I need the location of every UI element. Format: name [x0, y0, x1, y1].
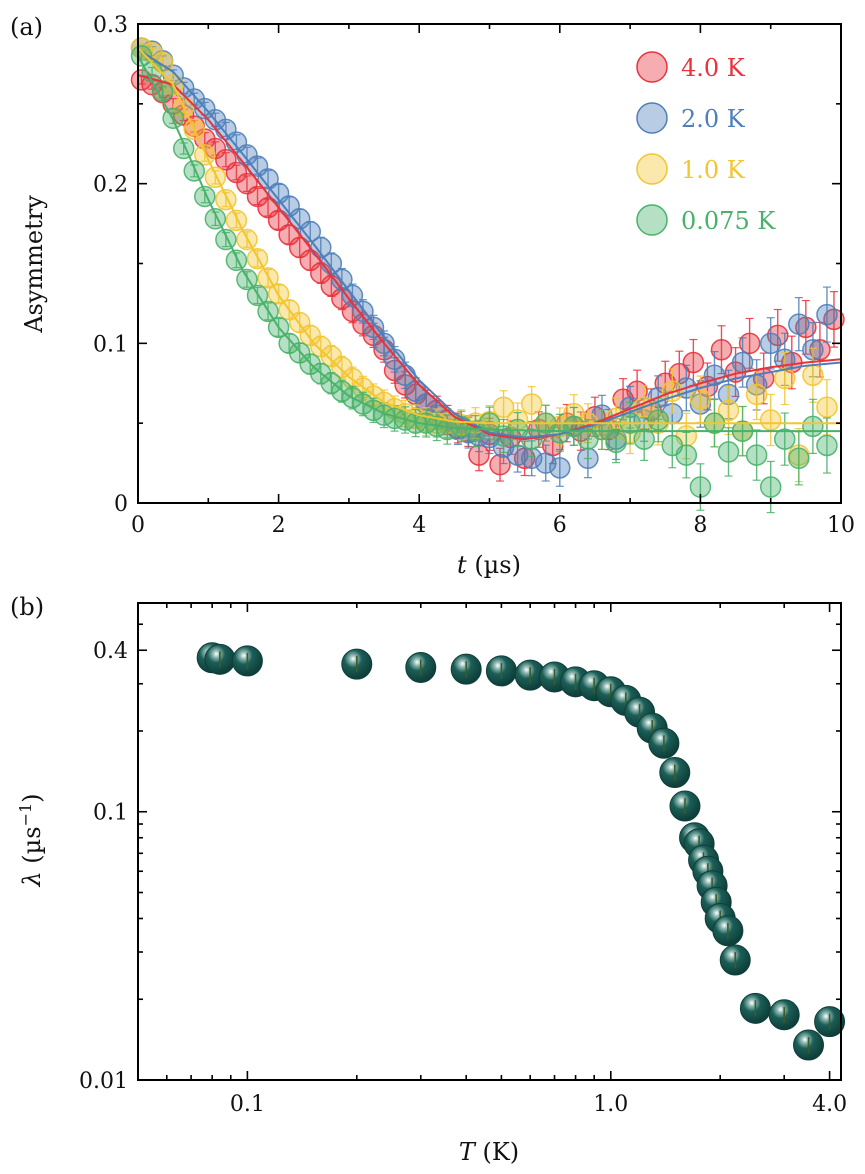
panel-b-data-layer — [196, 642, 846, 1061]
data-point — [759, 476, 782, 498]
fit-line — [137, 74, 842, 441]
data-point — [745, 444, 768, 466]
data-point — [802, 364, 824, 387]
legend-label: 2.0 K — [681, 105, 746, 133]
x-tick-label: 2 — [272, 513, 286, 538]
data-point — [745, 383, 768, 406]
x-tick-label: 4 — [412, 513, 426, 538]
data-point — [130, 45, 153, 67]
data-point — [717, 441, 740, 463]
x-tick-label: 4.0 — [812, 1092, 847, 1117]
fit-line — [137, 55, 841, 433]
data-point — [759, 332, 782, 355]
data-point — [489, 453, 511, 476]
y-tick-label: 0.2 — [93, 173, 128, 198]
legend-marker — [636, 204, 668, 236]
data-point — [689, 388, 712, 410]
data-point — [520, 393, 543, 415]
panel-b-frame — [137, 602, 842, 1081]
data-point — [225, 249, 248, 272]
panel-a-chart: (a) 0 2 4 6 8 10 0 0.1 0.2 0.3 4.0 K 2.0 K 1.0 K 0.0… — [10, 13, 855, 579]
data-point — [215, 188, 237, 211]
legend-label: 4.0 K — [681, 54, 746, 82]
panel-a-label: (a) — [10, 13, 43, 41]
legend-marker — [636, 51, 668, 83]
data-point — [299, 220, 321, 243]
data-point — [682, 351, 705, 374]
x-tick-label: 0.1 — [230, 1092, 265, 1117]
data-point — [534, 452, 557, 474]
legend-label: 1.0 K — [681, 156, 746, 184]
fit-line — [137, 48, 842, 439]
panel-a-x-axis-title: t (µs) — [457, 551, 521, 579]
series-0-075-K-markers — [130, 45, 838, 514]
legend-label: 0.075 K — [681, 207, 776, 235]
data-point — [183, 160, 205, 182]
panel-b-y-axis-title: λ (µs−1) — [16, 793, 46, 887]
data-point — [816, 396, 838, 418]
data-point — [816, 434, 838, 457]
data-point — [675, 444, 698, 466]
legend-marker — [636, 102, 668, 134]
data-point — [774, 428, 796, 450]
data-point — [731, 351, 754, 374]
x-tick-label: 10 — [827, 513, 855, 538]
series-2-0-K-markers — [130, 37, 838, 487]
data-point — [788, 447, 810, 470]
data-point — [802, 415, 824, 438]
legend-marker — [636, 153, 668, 185]
x-tick-label: 8 — [693, 513, 707, 538]
data-point — [759, 409, 782, 431]
x-tick-label: 0 — [131, 513, 145, 538]
data-point — [257, 168, 279, 190]
panel-a-y-axis-title: Asymmetry — [20, 195, 48, 334]
x-tick-label: 6 — [553, 513, 567, 538]
y-tick-label: 0.4 — [93, 639, 128, 664]
data-point — [204, 166, 227, 189]
data-point — [788, 313, 810, 335]
panel-a-data-layer — [130, 37, 845, 514]
data-point — [492, 396, 515, 418]
panel-a-ticks: 0 2 4 6 8 10 0 0.1 0.2 0.3 — [93, 13, 855, 538]
panel-b-ticks: 0.1 1.0 4.0 0.01 0.1 0.4 — [79, 603, 847, 1117]
panel-b-chart: (b) 0.1 1.0 4.0 0.01 0.1 0.4 T (K) λ (µs−1) — [10, 593, 847, 1166]
data-point — [215, 228, 237, 251]
y-tick-label: 0.1 — [93, 801, 128, 826]
panel-a-legend: 4.0 K 2.0 K 1.0 K 0.075 K — [636, 51, 776, 236]
data-point — [717, 399, 740, 422]
data-point — [549, 457, 571, 479]
data-point — [647, 409, 669, 431]
data-point — [809, 338, 831, 361]
y-tick-label: 0.3 — [93, 13, 128, 38]
x-tick-label: 1.0 — [593, 1092, 628, 1117]
y-tick-label: 0 — [114, 492, 128, 517]
data-point — [816, 303, 838, 326]
panel-b-x-axis-title: T (K) — [459, 1138, 519, 1166]
y-tick-label: 0.1 — [93, 332, 128, 357]
y-tick-label: 0.01 — [79, 1069, 128, 1094]
panel-b-label: (b) — [10, 593, 44, 621]
data-point — [605, 431, 627, 454]
data-point — [633, 428, 655, 450]
data-point — [225, 209, 248, 232]
data-point — [774, 367, 796, 390]
data-point — [194, 144, 216, 166]
fit-line — [137, 47, 841, 425]
data-point — [710, 338, 733, 361]
